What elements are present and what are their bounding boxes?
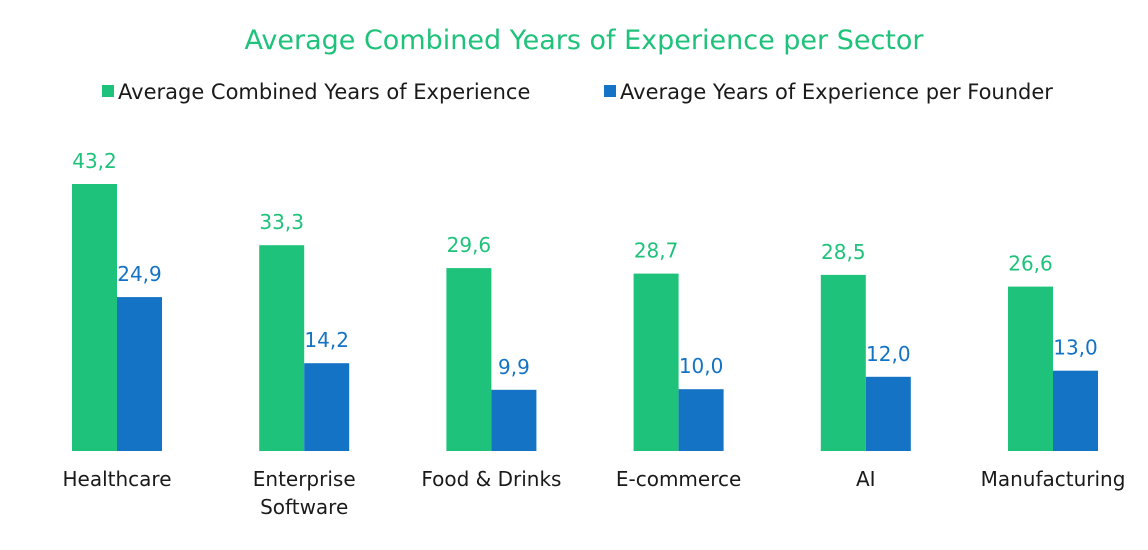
category-label: Food & Drinks xyxy=(421,467,561,491)
bar-combined xyxy=(446,268,492,451)
category-label: Healthcare xyxy=(62,467,171,491)
value-label-combined: 33,3 xyxy=(259,210,304,234)
value-label-combined: 29,6 xyxy=(447,233,492,257)
bars-group xyxy=(72,184,1098,451)
legend-label-per-founder: Average Years of Experience per Founder xyxy=(620,80,1053,104)
bar-per-founder xyxy=(117,297,162,451)
category-label: Manufacturing xyxy=(981,467,1126,491)
category-label: Enterprise Software xyxy=(253,467,356,519)
value-label-per-founder: 14,2 xyxy=(304,328,349,352)
bar-combined xyxy=(72,184,117,451)
value-label-combined: 43,2 xyxy=(72,149,117,173)
category-label: AI xyxy=(856,467,876,491)
category-label: E-commerce xyxy=(616,467,741,491)
bar-combined xyxy=(633,273,679,451)
value-label-combined: 26,6 xyxy=(1008,252,1053,276)
category-labels-group: Healthcare Enterprise Software Food & Drink… xyxy=(62,467,1125,519)
legend-label-combined: Average Combined Years of Experience xyxy=(118,80,530,104)
value-labels-group: 43,2 24,9 33,3 14,2 29,6 9,9 28,7 10,0 28,5 12,0 2… xyxy=(72,149,1098,379)
legend-swatch-per-founder xyxy=(604,85,616,97)
bar-combined xyxy=(820,274,866,451)
value-label-per-founder: 10,0 xyxy=(679,354,724,378)
value-label-per-founder: 24,9 xyxy=(117,262,162,286)
bar-combined xyxy=(1008,286,1053,451)
bar-per-founder xyxy=(865,376,911,451)
chart-title: Average Combined Years of Experience per… xyxy=(244,25,924,56)
value-label-per-founder: 9,9 xyxy=(498,355,530,379)
bar-combined xyxy=(259,245,305,451)
bar-per-founder xyxy=(304,363,350,451)
bar-per-founder xyxy=(678,389,724,451)
bar-per-founder xyxy=(1053,370,1098,451)
legend: Average Combined Years of Experience Ave… xyxy=(102,80,1053,104)
legend-swatch-combined xyxy=(102,85,114,97)
bar-per-founder xyxy=(491,389,537,451)
value-label-combined: 28,7 xyxy=(634,239,679,263)
value-label-combined: 28,5 xyxy=(821,240,866,264)
value-label-per-founder: 12,0 xyxy=(866,342,911,366)
value-label-per-founder: 13,0 xyxy=(1053,336,1098,360)
